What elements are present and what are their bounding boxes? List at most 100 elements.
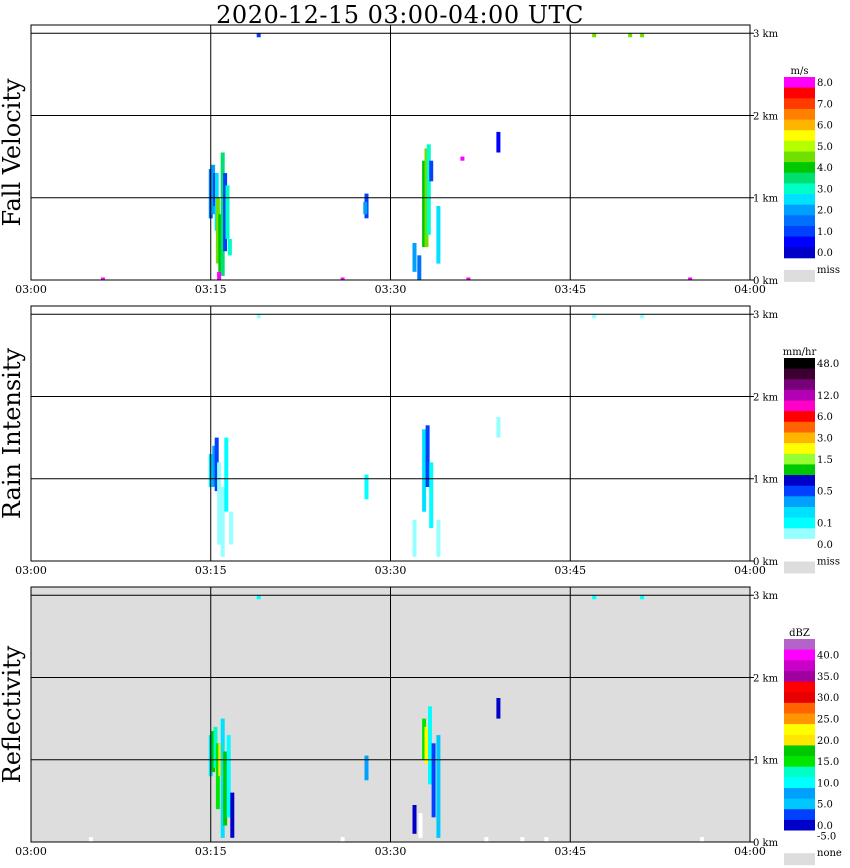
x-tick-label: 03:45 [554, 283, 586, 296]
legend-swatch [784, 130, 815, 142]
x-tick-label: 03:15 [195, 845, 227, 858]
legend-unit: m/s [791, 66, 809, 77]
echo-mark [700, 837, 705, 842]
legend-swatch [784, 681, 815, 693]
legend-label: -5.0 [817, 832, 836, 843]
x-tick-label: 04:00 [734, 845, 766, 858]
legend-miss-label: miss [817, 265, 840, 276]
legend-label: 6.0 [817, 412, 833, 423]
echo-mark [364, 755, 369, 781]
plot-frame [30, 24, 751, 281]
legend-swatch [784, 496, 815, 508]
legend-swatch [784, 358, 815, 370]
legend-swatch [784, 453, 815, 465]
legend-label: 0.0 [817, 540, 833, 551]
x-tick-label: 03:00 [15, 283, 47, 296]
legend-swatch [784, 389, 815, 401]
echo-mark [496, 417, 501, 438]
legend-swatch [784, 432, 815, 444]
legend-swatch [784, 788, 815, 800]
echo-mark [412, 243, 417, 272]
legend-swatch [784, 670, 815, 682]
echo-mark [628, 33, 633, 38]
legend-label: 5.0 [817, 800, 833, 811]
legend-swatch [784, 507, 815, 519]
echo-mark [220, 487, 225, 557]
echo-mark [412, 519, 417, 557]
legend-label: 0.1 [817, 519, 833, 530]
echo-mark [223, 173, 228, 252]
legend-swatch [784, 172, 815, 184]
echo-mark [436, 519, 441, 557]
legend-label: 4.0 [817, 163, 833, 174]
x-tick-label: 03:00 [15, 845, 47, 858]
legend-swatch [784, 119, 815, 131]
legend-swatch [784, 809, 815, 821]
legend-swatch [784, 204, 815, 216]
legend-swatch [784, 87, 815, 99]
legend-label: 8.0 [817, 78, 833, 89]
legend-label: 1.0 [817, 227, 833, 238]
legend-swatch [784, 819, 815, 831]
plot-frame [30, 305, 751, 562]
echo-mark [436, 206, 441, 264]
echo-mark [466, 277, 471, 280]
x-tick-label: 04:00 [734, 564, 766, 577]
echo-mark [220, 718, 225, 838]
plot-frame [30, 586, 751, 843]
y-axis-title: Fall Velocity [0, 78, 26, 227]
echo-mark [496, 131, 501, 153]
echo-mark [215, 197, 220, 264]
legend-swatch [784, 247, 815, 259]
x-tick-label: 03:45 [554, 845, 586, 858]
echo-mark [212, 445, 217, 487]
echo-mark [640, 595, 645, 600]
legend-swatch [784, 215, 815, 227]
y-axis-title: Rain Intensity [0, 348, 26, 520]
legend-swatch [784, 379, 815, 391]
legend-swatch [784, 777, 815, 789]
x-tick-label: 03:30 [375, 564, 407, 577]
legend-unit: mm/hr [783, 347, 817, 358]
x-tick-label: 03:00 [15, 564, 47, 577]
echo-mark [224, 437, 229, 512]
legend-label: 30.0 [817, 693, 839, 704]
chart-title: 2020-12-15 03:00-04:00 UTC [216, 1, 584, 29]
echo-mark [220, 152, 225, 276]
echo-mark [229, 511, 234, 545]
echo-mark [256, 33, 261, 38]
y-axis-title: Reflectivity [0, 645, 26, 783]
y-tick-label: 2 km [753, 111, 779, 122]
echo-mark [460, 156, 465, 161]
legend-swatch [784, 724, 815, 736]
legend-swatch [784, 517, 815, 529]
echo-mark [225, 185, 230, 239]
legend-label: 6.0 [817, 121, 833, 132]
echo-mark [544, 837, 549, 842]
echo-mark [428, 706, 432, 785]
y-tick-label: 0 km [753, 557, 779, 568]
legend-swatch [784, 162, 815, 174]
legend-label: 40.0 [817, 651, 839, 662]
x-tick-label: 03:30 [375, 845, 407, 858]
echo-mark [256, 595, 261, 600]
legend-label: 15.0 [817, 757, 839, 768]
legend-swatch [784, 464, 815, 476]
legend-swatch [784, 692, 815, 704]
echo-mark [412, 805, 417, 834]
legend-swatch [784, 443, 815, 455]
echo-mark [217, 462, 222, 545]
legend-label: 12.0 [817, 391, 839, 402]
legend-label: 48.0 [817, 359, 839, 370]
y-tick-label: 1 km [753, 756, 779, 767]
legend-label: 7.0 [817, 99, 833, 110]
x-tick-label: 03:30 [375, 283, 407, 296]
echo-mark [218, 214, 223, 272]
echo-mark [431, 743, 436, 818]
echo-mark [214, 437, 219, 492]
echo-mark [422, 429, 427, 512]
legend-miss-swatch [784, 561, 815, 574]
echo-mark [211, 731, 216, 773]
y-tick-label: 3 km [753, 29, 779, 40]
echo-mark [227, 238, 232, 256]
